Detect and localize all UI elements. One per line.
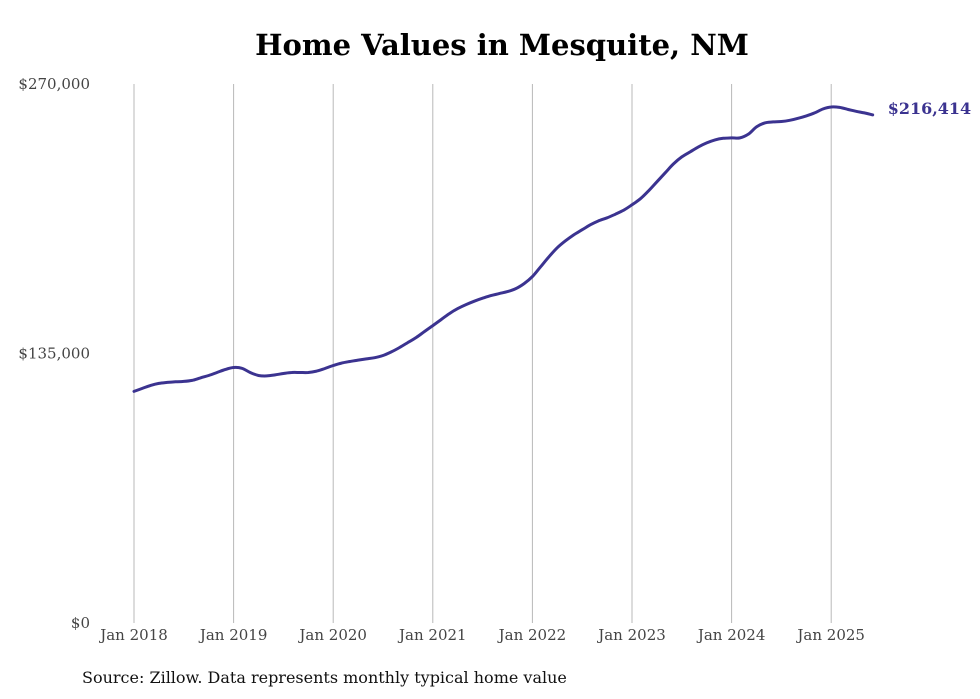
x-tick-label: Jan 2021 — [397, 626, 467, 644]
x-axis: Jan 2018 Jan 2019 Jan 2020 Jan 2021 Jan 2022… — [98, 626, 865, 644]
x-tick-label: Jan 2024 — [696, 626, 766, 644]
series-line — [132, 105, 875, 393]
x-tick-label: Jan 2019 — [198, 626, 268, 644]
x-tick-label: Jan 2018 — [98, 626, 168, 644]
y-axis: $270,000 $135,000 $0 — [18, 75, 90, 632]
x-tick-label: Jan 2020 — [297, 626, 367, 644]
x-tick-label: Jan 2022 — [497, 626, 567, 644]
y-tick-label: $270,000 — [18, 75, 90, 93]
y-tick-label: $135,000 — [18, 345, 90, 363]
chart-title: Home Values in Mesquite, NM — [255, 28, 749, 62]
x-tick-label: Jan 2025 — [795, 626, 865, 644]
source-note: Source: Zillow. Data represents monthly … — [82, 668, 567, 687]
x-tick-label: Jan 2023 — [596, 626, 666, 644]
end-value-label: $216,414 — [888, 99, 972, 118]
gridlines — [133, 84, 832, 623]
y-tick-label: $0 — [71, 614, 90, 632]
